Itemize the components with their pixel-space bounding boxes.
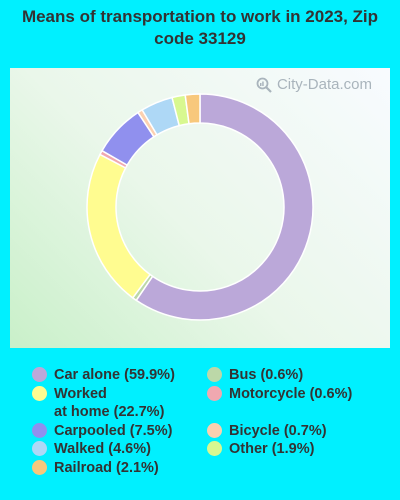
legend-swatch — [207, 422, 222, 438]
legend-item-car-alone: Car alone (59.9%) — [32, 366, 212, 385]
legend-item-worked-at-home: Worked at home (22.7%) — [32, 385, 212, 422]
chart-title: Means of transportation to work in 2023,… — [21, 7, 379, 48]
legend-spacer — [207, 403, 387, 422]
legend-swatch — [32, 441, 47, 456]
legend-item-bus: Bus (0.6%) — [207, 366, 387, 385]
legend-swatch — [32, 422, 47, 438]
legend-item-other: Other (1.9%) — [207, 440, 387, 459]
watermark: City-Data.com — [256, 76, 372, 93]
legend-swatch — [32, 385, 47, 401]
donut-chart — [86, 93, 314, 321]
legend-item-motorcycle: Motorcycle (0.6%) — [207, 385, 387, 404]
slice-worked-at-home — [86, 153, 152, 299]
legend-column-right: Bus (0.6%) Motorcycle (0.6%) Bicycle (0.… — [207, 366, 387, 459]
legend-swatch — [207, 385, 222, 401]
legend-swatch — [207, 367, 222, 382]
legend-item-walked: Walked (4.6%) — [32, 440, 212, 459]
legend-swatch — [207, 441, 222, 456]
plot-area: City-Data.com — [10, 68, 390, 348]
slice-car-alone — [135, 93, 314, 321]
legend-item-bicycle: Bicycle (0.7%) — [207, 422, 387, 441]
magnifier-chart-icon — [256, 77, 272, 93]
legend-column-left: Car alone (59.9%) Worked at home (22.7%)… — [32, 366, 212, 477]
watermark-text: City-Data.com — [276, 76, 372, 93]
legend-item-railroad: Railroad (2.1%) — [32, 459, 212, 478]
legend-swatch — [32, 367, 47, 382]
legend-swatch — [32, 459, 47, 475]
slice-railroad — [184, 93, 201, 125]
legend-item-carpooled: Carpooled (7.5%) — [32, 422, 212, 441]
